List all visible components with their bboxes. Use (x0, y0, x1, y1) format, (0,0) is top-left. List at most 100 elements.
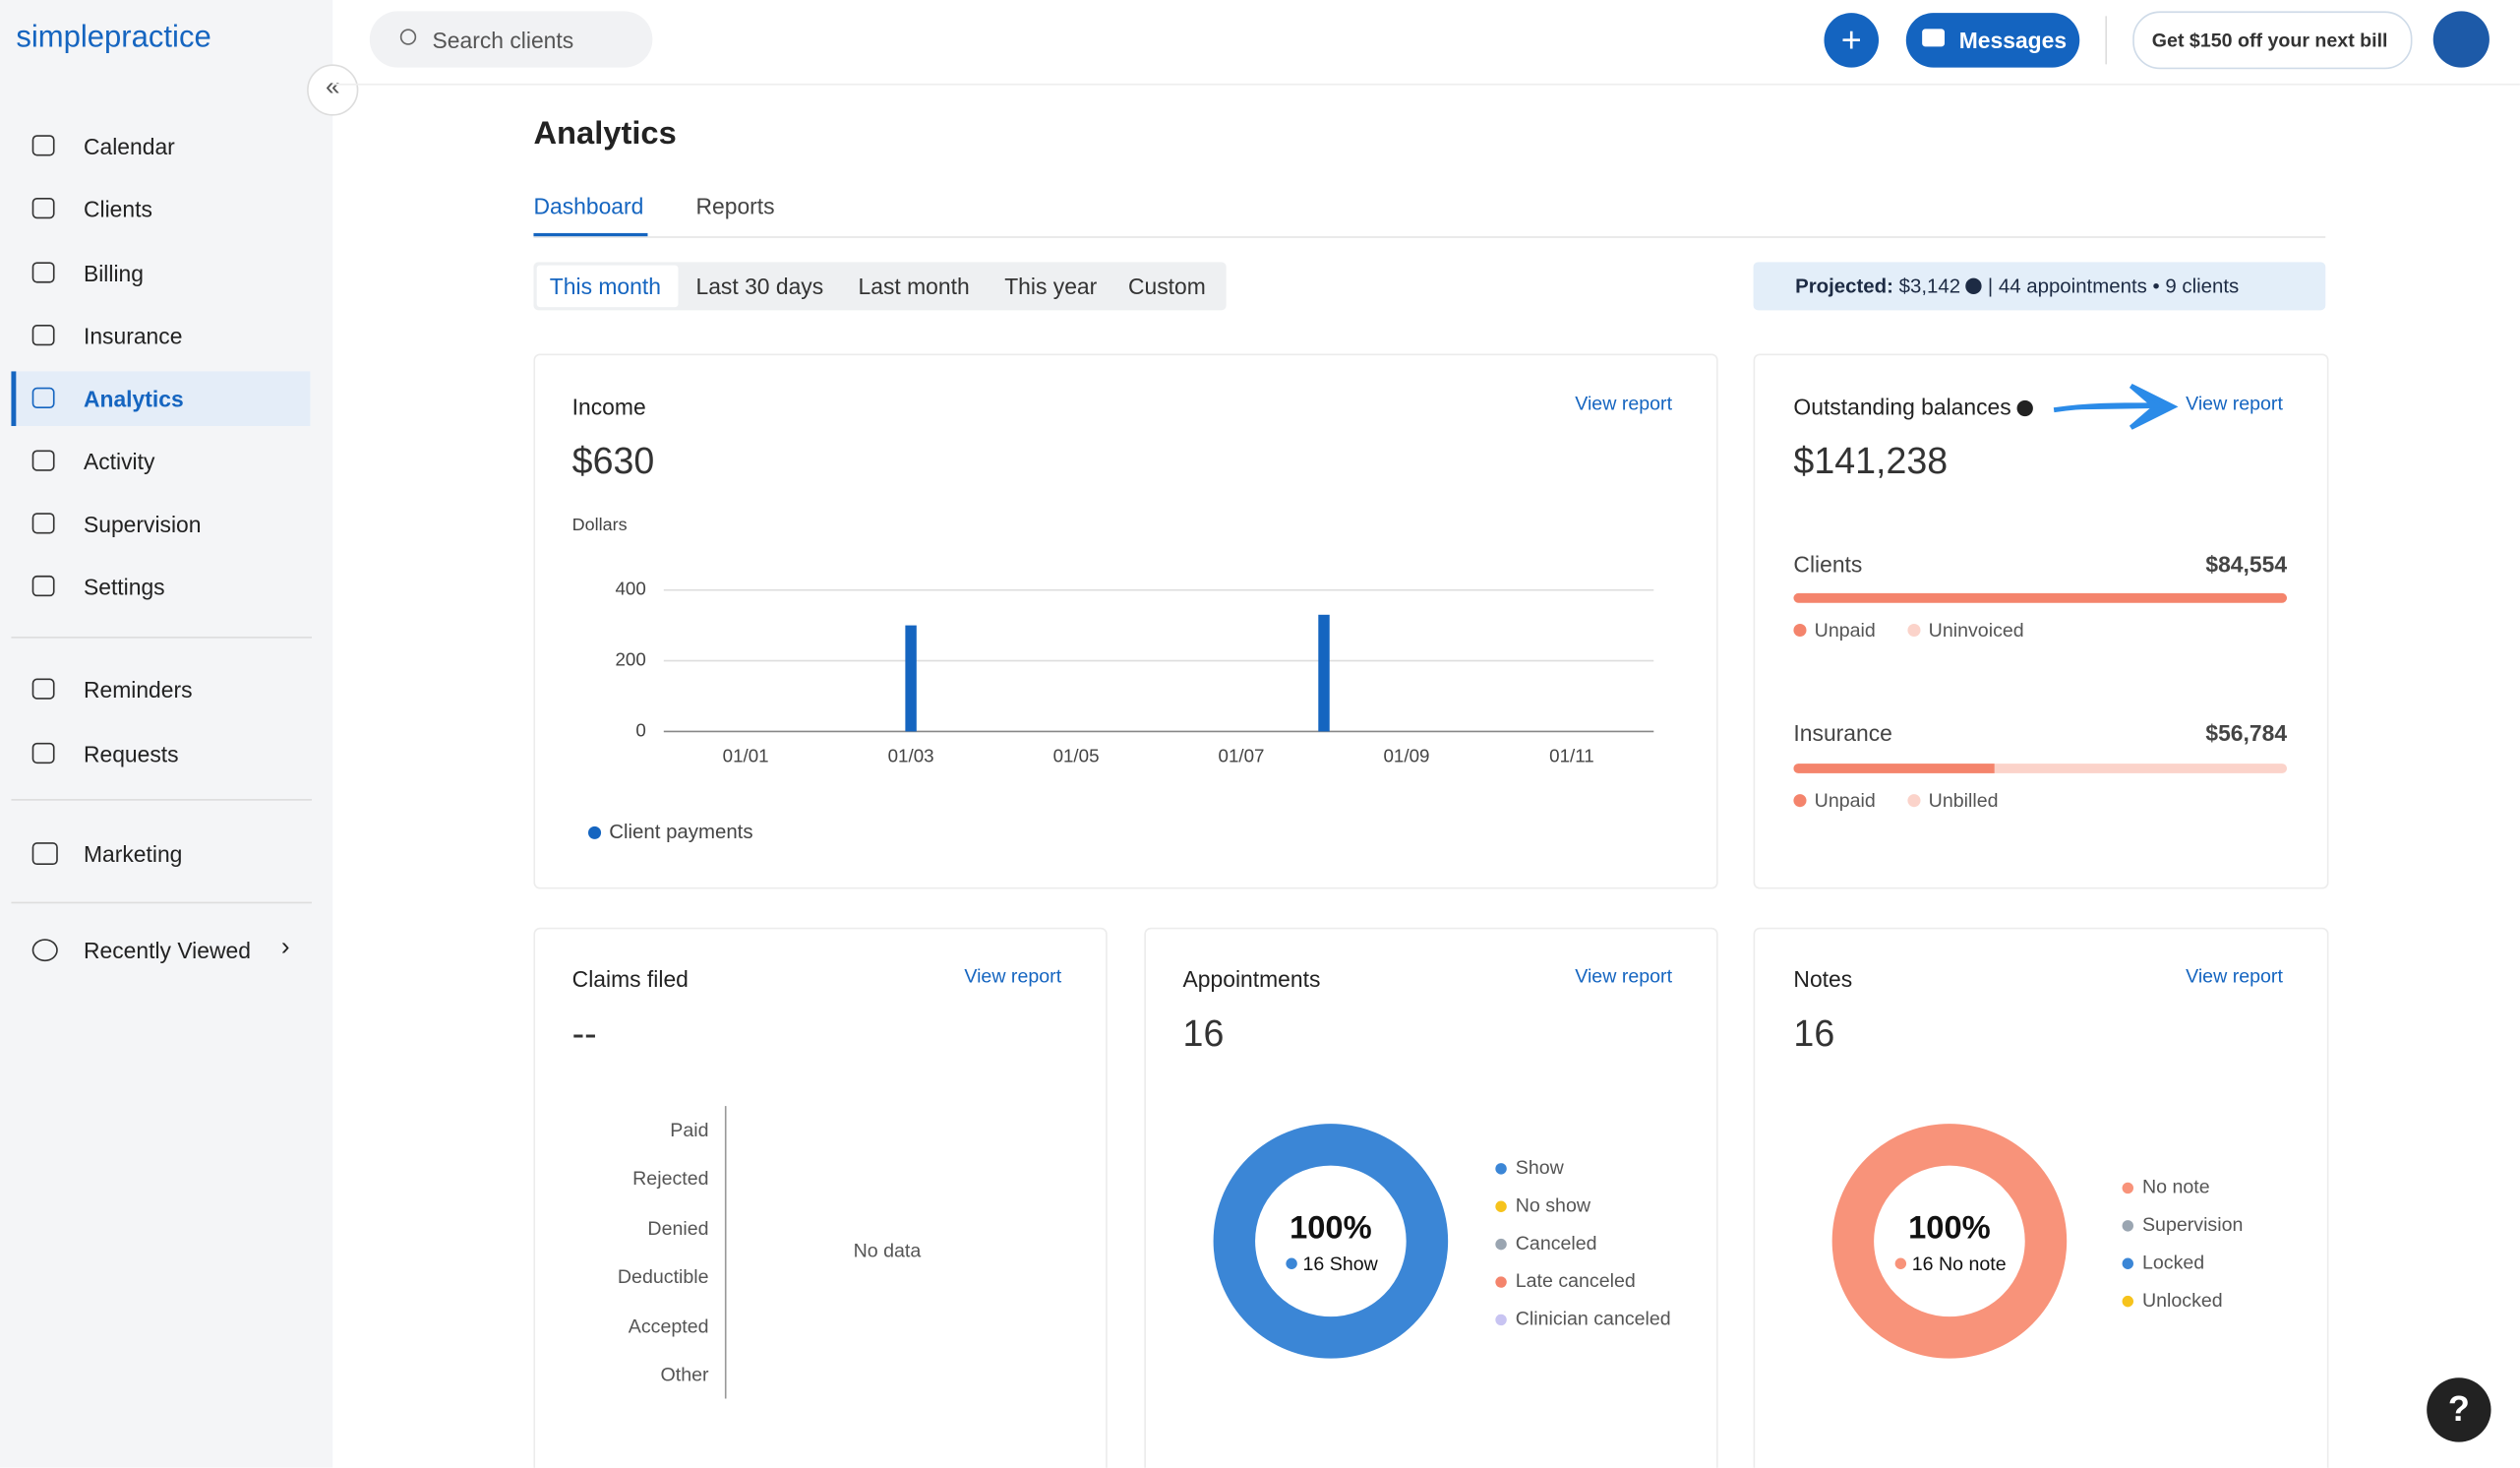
legend-label: No note (2142, 1177, 2210, 1198)
claims-card (533, 927, 1108, 1468)
legend-label: Client payments (609, 822, 752, 843)
bar (1318, 614, 1330, 732)
arrow (2053, 383, 2179, 430)
range-option[interactable]: Last month (858, 273, 970, 299)
y-tick-label: 400 (616, 579, 646, 599)
nav-item[interactable]: Recently Viewed (83, 937, 251, 963)
nav-item[interactable]: Insurance (83, 323, 183, 349)
card-total: $630 (571, 439, 655, 482)
nav-item[interactable]: Billing (83, 260, 145, 286)
balance-label: Clients (1793, 551, 1863, 578)
legend-dot (1495, 1276, 1507, 1288)
search-placeholder: Search clients (432, 27, 574, 53)
legend-label: Unpaid (1814, 619, 1876, 642)
card-title: Outstanding balances (1793, 394, 2034, 420)
nav-icon (31, 513, 55, 534)
card-total: 16 (1182, 1011, 1225, 1055)
search-icon (399, 29, 417, 45)
x-tick-label: 01/09 (1384, 746, 1430, 766)
donut-center-dot (1894, 1257, 1907, 1269)
range-option[interactable]: Last 30 days (695, 273, 824, 299)
help-icon: ? (2448, 1388, 2470, 1429)
view-report[interactable]: View report (1575, 964, 1673, 988)
add-button[interactable]: + (1824, 13, 1880, 68)
messages-label: Messages (1958, 27, 2068, 53)
claims-category: Denied (647, 1216, 709, 1240)
y-tick-label: 0 (635, 719, 645, 740)
range-option[interactable]: This year (1004, 273, 1098, 299)
view-report[interactable]: View report (2186, 392, 2283, 415)
legend-dot (1907, 623, 1921, 638)
donut-center-label: 16 Show (1303, 1254, 1379, 1275)
tab[interactable]: Reports (695, 193, 775, 219)
help-button[interactable] (2427, 1377, 2491, 1442)
donut-center-value: 100% (1290, 1209, 1372, 1246)
legend-label: Late canceled (1516, 1270, 1636, 1292)
x-tick-label: 01/01 (723, 746, 769, 766)
y-axis-label: Dollars (572, 515, 628, 534)
x-tick-label: 01/05 (1053, 746, 1100, 766)
nav-icon (31, 325, 55, 346)
card-title: Income (571, 394, 646, 420)
page-title: Analytics (533, 116, 677, 153)
legend-dot (1907, 794, 1921, 808)
range-option[interactable]: This month (549, 273, 661, 299)
nav-item[interactable]: Calendar (83, 133, 175, 159)
donut-center-value: 100% (1908, 1209, 1991, 1246)
view-report[interactable]: View report (964, 964, 1062, 988)
nav-item[interactable]: Activity (83, 448, 155, 475)
tab[interactable]: Dashboard (533, 193, 644, 219)
promo-button[interactable] (2132, 11, 2413, 70)
legend-label: Locked (2142, 1252, 2204, 1273)
projected: Projected: $3,142 | 44 appointments • 9 … (1795, 275, 2239, 297)
nav-item[interactable]: Requests (83, 741, 179, 767)
nav-item[interactable]: Analytics (83, 386, 184, 412)
legend-label: Clinician canceled (1516, 1309, 1671, 1330)
balance-bar (1793, 592, 2288, 603)
legend-label: Unbilled (1928, 789, 1999, 813)
donut-segment (1213, 1124, 1449, 1359)
empty-state: No data (853, 1239, 922, 1262)
card-total: -- (571, 1011, 597, 1055)
balance-amount: $56,784 (2205, 719, 2288, 747)
range-option[interactable]: Custom (1127, 273, 1206, 299)
projected-amount: $3,142 (1898, 275, 1961, 298)
nav-icon (31, 135, 55, 156)
search-box[interactable] (369, 11, 653, 68)
nav-item[interactable]: Clients (83, 196, 152, 222)
avatar[interactable] (2432, 11, 2490, 68)
nav-item[interactable]: Reminders (83, 676, 193, 703)
nav-icon (31, 575, 55, 597)
view-report[interactable]: View report (2186, 964, 2283, 988)
nav-item[interactable]: Marketing (83, 840, 183, 867)
nav-item[interactable]: Settings (83, 574, 165, 600)
donut-center-label: 16 No note (1912, 1254, 2007, 1275)
balance-bar-unpaid (1793, 764, 1995, 773)
bar (905, 625, 917, 732)
balance-label: Insurance (1793, 719, 1892, 747)
nav-item[interactable]: Supervision (83, 511, 202, 537)
chevron[interactable]: › (280, 934, 290, 962)
range-selected (536, 265, 679, 308)
view-report[interactable]: View report (1575, 392, 1673, 415)
outstanding-card (1753, 353, 2329, 889)
legend-label: Canceled (1516, 1233, 1597, 1254)
sidebar (0, 0, 333, 1468)
x-tick-label: 01/03 (888, 746, 934, 766)
card-title-text: Outstanding balances (1793, 394, 2011, 420)
legend-dot (1495, 1163, 1507, 1175)
donut-center-dot (1286, 1257, 1297, 1269)
x-tick-label: 01/07 (1219, 746, 1265, 766)
nav-icon (31, 450, 55, 471)
x-tick-label: 01/11 (1549, 746, 1594, 766)
claims-category: Paid (670, 1119, 709, 1142)
legend-dot (1495, 1314, 1507, 1326)
claims-category: Accepted (628, 1314, 709, 1337)
balance-bar (1793, 764, 2288, 773)
logo: simplepractice (16, 21, 211, 55)
card-title: Appointments (1182, 965, 1321, 993)
collapse-button[interactable]: « (307, 64, 359, 116)
promo-label: Get $150 off your next bill (2151, 29, 2388, 52)
messages-icon (1922, 29, 1946, 47)
